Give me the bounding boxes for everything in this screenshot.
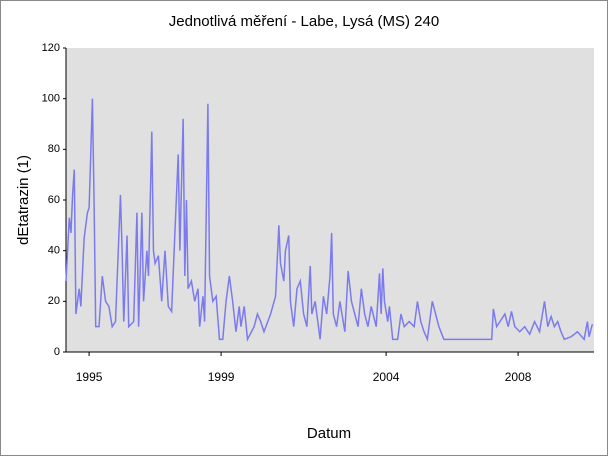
x-tick-label: 2008 (505, 370, 532, 384)
x-tick-label: 2004 (373, 370, 400, 384)
x-tick-label: 1999 (208, 370, 235, 384)
y-tick-label: 40 (48, 245, 60, 257)
y-tick-label: 100 (42, 93, 60, 105)
chart-title: Jednotlivá měření - Labe, Lysá (MS) 240 (169, 13, 439, 30)
y-tick-label: 120 (42, 42, 60, 54)
y-tick-label: 80 (48, 143, 60, 155)
y-tick-label: 60 (48, 194, 60, 206)
series-line (65, 98, 594, 343)
y-axis-label: dEtatrazin (1) (15, 155, 32, 245)
y-tick-label: 20 (48, 295, 60, 307)
plot-area (66, 48, 594, 352)
y-tick-label: 0 (54, 346, 60, 358)
x-tick-label: 1995 (76, 370, 103, 384)
x-axis-label: Datum (307, 425, 351, 442)
